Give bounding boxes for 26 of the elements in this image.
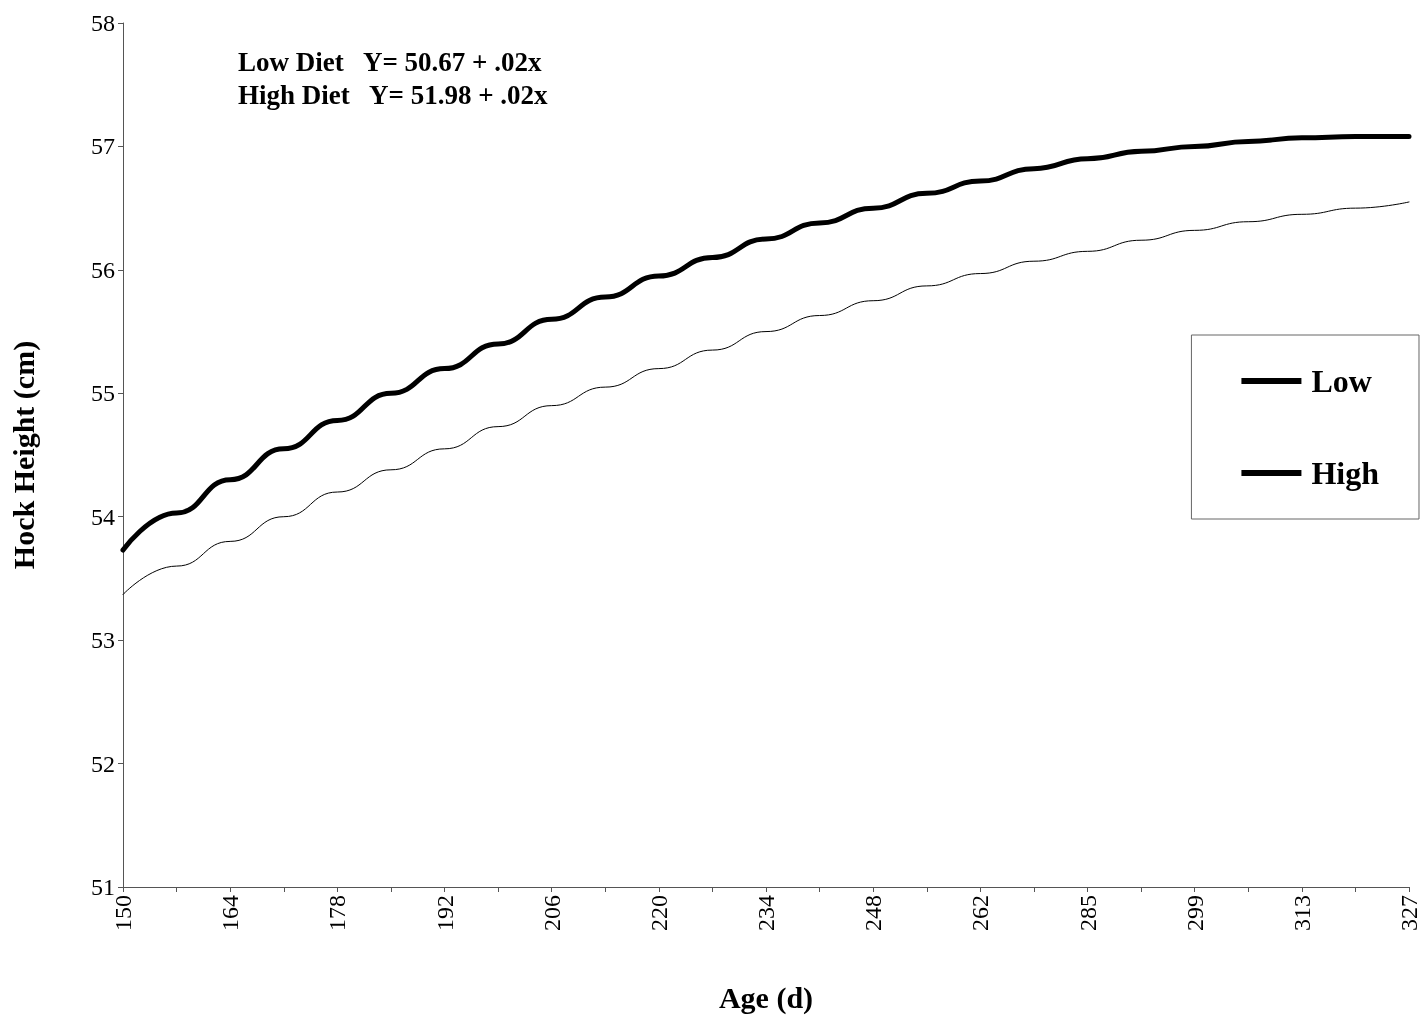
annotation: High Diet Y= 51.98 + .02x bbox=[238, 79, 549, 110]
x-axis-title: Age (d) bbox=[718, 980, 814, 1015]
y-tick-label: 55 bbox=[91, 380, 115, 407]
annotation: Low Diet Y= 50.67 + .02x bbox=[238, 46, 542, 77]
x-tick-label: 327 bbox=[1396, 895, 1421, 931]
y-axis-title: Hock Height (cm) bbox=[6, 340, 41, 570]
y-tick-label: 54 bbox=[91, 503, 115, 530]
x-tick-label: 192 bbox=[431, 895, 458, 931]
x-tick-label: 313 bbox=[1288, 895, 1315, 931]
x-tick-label: 164 bbox=[217, 895, 244, 931]
legend-label: Low bbox=[1311, 363, 1372, 399]
x-tick-label: 285 bbox=[1074, 895, 1101, 931]
legend-label: High bbox=[1311, 455, 1380, 491]
x-tick-label: 299 bbox=[1181, 895, 1208, 931]
y-tick-label: 53 bbox=[91, 627, 115, 654]
line-series bbox=[122, 201, 1410, 595]
x-tick-label: 206 bbox=[538, 895, 565, 931]
y-tick-label: 58 bbox=[91, 10, 115, 36]
x-tick-label: 262 bbox=[967, 895, 994, 931]
x-tick-label: 248 bbox=[860, 895, 887, 931]
x-tick-label: 234 bbox=[753, 895, 779, 931]
x-tick-label: 178 bbox=[324, 895, 351, 931]
x-tick-label: 220 bbox=[645, 895, 672, 931]
y-tick-label: 56 bbox=[91, 256, 115, 283]
y-tick-label: 57 bbox=[91, 133, 115, 160]
y-tick-label: 52 bbox=[91, 750, 115, 777]
